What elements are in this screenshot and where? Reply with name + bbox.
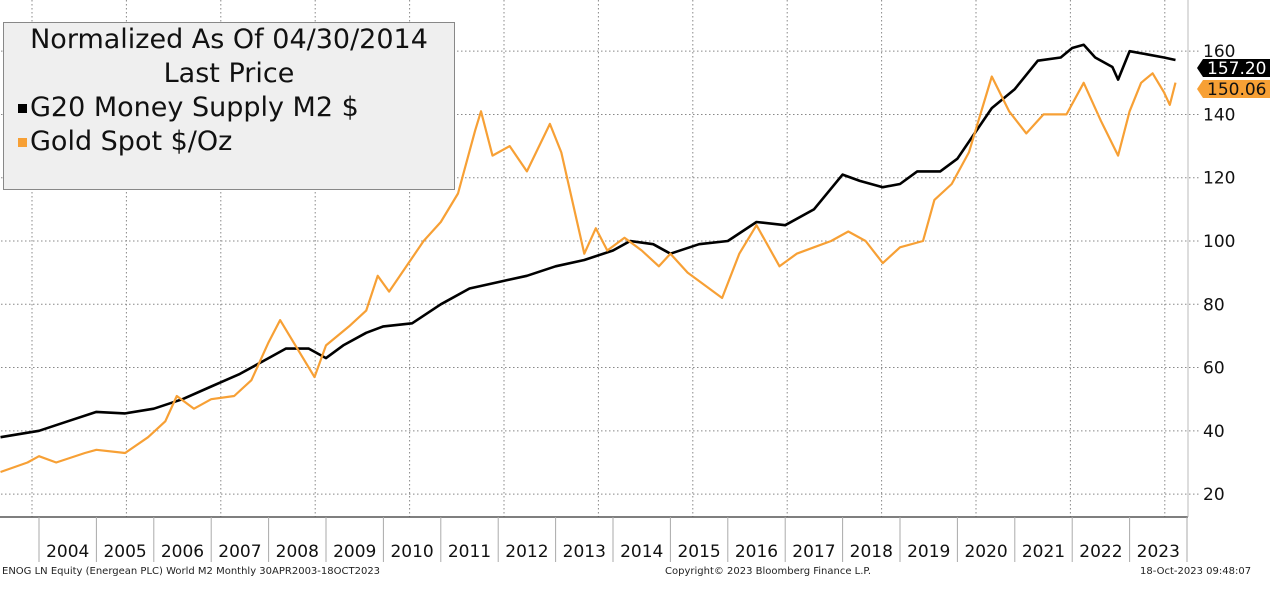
gold-series-line <box>0 72 1177 474</box>
y-tick-label: 60 <box>1203 359 1225 379</box>
x-tick-label: 2022 <box>1079 542 1122 562</box>
legend-label: Gold Spot $/Oz <box>30 126 233 157</box>
legend: Normalized As Of 04/30/2014 Last Price G… <box>3 22 455 190</box>
legend-swatch-black <box>18 104 27 113</box>
x-tick-label: 2004 <box>46 542 89 562</box>
last-value-label: 150.06 <box>1207 80 1266 100</box>
legend-title: Normalized As Of 04/30/2014 <box>30 24 428 55</box>
y-tick-label: 140 <box>1203 105 1235 125</box>
x-tick-label: 2017 <box>792 542 835 562</box>
x-tick-label: 2015 <box>677 542 720 562</box>
axes <box>0 0 1189 562</box>
footer-copyright: Copyright© 2023 Bloomberg Finance L.P. <box>665 566 872 577</box>
x-tick-label: 2005 <box>103 542 146 562</box>
x-tick-label: 2006 <box>161 542 204 562</box>
x-tick-label: 2008 <box>276 542 319 562</box>
x-tick-label: 2021 <box>1022 542 1065 562</box>
y-tick-label: 160 <box>1203 42 1235 62</box>
x-tick-label: 2011 <box>448 542 491 562</box>
x-tick-label: 2018 <box>850 542 893 562</box>
y-tick-label: 120 <box>1203 169 1235 189</box>
last-value-tag <box>1197 80 1270 98</box>
x-tick-label: 2009 <box>333 542 376 562</box>
legend-item-gold: Gold Spot $/Oz <box>4 125 454 159</box>
legend-label: G20 Money Supply M2 $ <box>30 92 359 123</box>
x-tick-label: 2013 <box>563 542 606 562</box>
x-tick-label: 2012 <box>505 542 548 562</box>
x-tick-label: 2007 <box>218 542 261 562</box>
y-tick-label: 20 <box>1203 485 1225 505</box>
x-tick-label: 2019 <box>907 542 950 562</box>
last-value-tag <box>1197 59 1270 77</box>
y-tick-label: 40 <box>1203 422 1225 442</box>
x-tick-label: 2014 <box>620 542 663 562</box>
x-tick-label: 2010 <box>390 542 433 562</box>
x-tick-label: 2023 <box>1137 542 1180 562</box>
legend-item-m2: G20 Money Supply M2 $ <box>4 91 454 125</box>
tick-labels: 20 40 60 80 100 120 140 160 2004 2005 2006 2007 2008… <box>46 42 1270 562</box>
footer-source: ENOG LN Equity (Energean PLC) World M2 M… <box>2 566 381 577</box>
last-value-label: 157.20 <box>1207 59 1266 79</box>
y-tick-label: 100 <box>1203 232 1235 252</box>
legend-swatch-orange <box>18 138 27 147</box>
x-tick-label: 2020 <box>964 542 1007 562</box>
legend-subtitle: Last Price <box>163 58 295 89</box>
y-tick-label: 80 <box>1203 295 1225 315</box>
x-tick-label: 2016 <box>735 542 778 562</box>
series-lines <box>0 43 1177 474</box>
footer-timestamp: 18-Oct-2023 09:48:07 <box>1140 566 1252 577</box>
